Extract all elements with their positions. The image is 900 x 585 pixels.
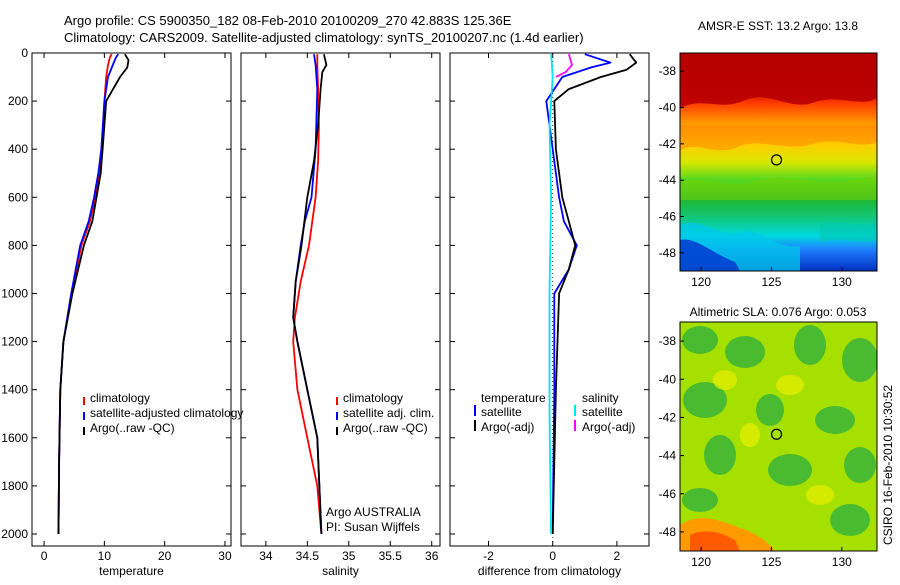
map-x-tick-label: 130 [832,555,852,569]
series-line-salinity-satellite [548,54,554,535]
series-line-salinity-argo-adj- [555,53,573,78]
series-line-climatology [292,54,323,535]
series-line-temperature-satellite [545,53,612,535]
legend-label-climatology: climatology [90,391,150,405]
sst-warm-region [680,53,877,108]
map-x-tick-label: 120 [691,555,711,569]
x-tick-label: 34 [259,549,273,563]
figure-title-line2: Climatology: CARS2009. Satellite-adjuste… [64,30,584,45]
salinity-legend: climatology satellite adj. clim. Argo(..… [336,391,434,435]
legend-label-climatology: climatology [343,391,403,405]
x-tick-label: 0 [549,549,556,563]
x-tick-label: 2 [614,549,621,563]
legend-label-temp-argo: Argo(-adj) [481,420,534,434]
series-line-temperature-argo-adj- [551,53,638,535]
sla-map-panel: Altimetric SLA: 0.076 Argo: 0.053 [659,305,878,569]
legend-label-satellite: satellite adj. clim. [343,406,434,420]
map-y-tick-label: -46 [659,487,677,501]
sla-map-title: Altimetric SLA: 0.076 Argo: 0.053 [690,305,867,319]
y-tick-label: 1000 [1,286,28,300]
pi-annotation: PI: Susan Wijffels [326,520,420,534]
map-x-tick-label: 120 [691,275,711,289]
x-tick-label: 0 [41,549,48,563]
x-tick-label: 34.5 [296,549,320,563]
temperature-frame [31,52,232,547]
sst-map-axes: 120 125 130 -38 -40 -42 -44 -46 -48 [659,64,852,289]
y-tick-label: 600 [8,190,28,204]
sst-map-frame [679,52,878,272]
institution-annotation: Argo AUSTRALIA [326,505,421,519]
legend-title-salinity: salinity [582,391,619,405]
legend-label-satellite: satellite-adjusted climatology [90,406,243,420]
sst-transition [680,176,877,200]
map-y-tick-label: -48 [659,246,677,260]
sla-strong-eddy [690,531,740,551]
sst-coldest-region [680,239,740,271]
y-tick-label: 0 [21,46,28,60]
sst-front [680,125,877,151]
map-y-tick-label: -38 [659,64,677,78]
map-y-tick-label: -48 [659,525,677,539]
sst-cool-patch [820,222,877,242]
x-tick-label: 35 [342,549,356,563]
argo-location-marker [770,428,783,440]
map-y-tick-label: -38 [659,334,677,348]
series-line-satellite-adjusted-climatology [57,53,119,535]
legend-label-temp-satellite: satellite [481,405,522,419]
x-tick-label: 36 [425,549,439,563]
y-tick-label: 1800 [1,479,28,493]
legend-label-argo: Argo(..raw -QC) [343,421,428,435]
difference-frame [449,52,650,547]
argo-location-marker [770,154,783,166]
sla-low-anomalies [682,325,877,536]
y-tick-label: 1600 [1,431,28,445]
salinity-xlabel: salinity [322,564,359,578]
sla-high-anomalies [713,370,834,505]
series-line-argo-raw-qc- [292,53,328,535]
legend-label-sal-argo: Argo(-adj) [582,420,635,434]
map-x-tick-label: 130 [832,275,852,289]
y-tick-label: 800 [8,238,28,252]
sst-map-title: AMSR-E SST: 13.2 Argo: 13.8 [698,19,858,33]
legend-label-argo: Argo(..raw -QC) [90,421,175,435]
difference-legend: temperature satellite Argo(-adj) salinit… [474,391,635,434]
difference-xlabel: difference from climatology [478,564,621,578]
x-tick-label: -2 [483,549,494,563]
map-x-tick-label: 125 [761,275,781,289]
temperature-panel: 0 10 20 30 0 200 400 600 800 1000 1200 1400 1600 1800… [1,46,232,578]
legend-label-sal-satellite: satellite [582,405,623,419]
series-line-argo-raw-qc- [57,53,130,535]
y-tick-label: 1400 [1,383,28,397]
x-tick-label: 10 [98,549,112,563]
map-y-tick-label: -46 [659,210,677,224]
legend-title-temperature: temperature [481,391,546,405]
map-y-tick-label: -40 [659,372,677,386]
temperature-legend: climatology satellite-adjusted climatolo… [83,391,243,435]
map-x-tick-label: 125 [761,555,781,569]
x-tick-label: 20 [158,549,172,563]
sla-map-frame [679,321,878,552]
map-y-tick-label: -42 [659,410,677,424]
y-tick-label: 200 [8,94,28,108]
salinity-frame [240,52,441,547]
temperature-xlabel: temperature [99,564,164,578]
y-tick-label: 1200 [1,335,28,349]
y-tick-label: 2000 [1,527,28,541]
sla-map-axes: 120 125 130 -38 -40 -42 -44 -46 -48 [659,334,852,569]
y-tick-label: 400 [8,142,28,156]
sst-map-panel: AMSR-E SST: 13.2 Argo: 13.8 120 125 130 -38… [659,19,878,289]
side-timestamp-label: CSIRO 16-Feb-2010 10:30:52 [881,385,895,545]
map-y-tick-label: -40 [659,101,677,115]
map-y-tick-label: -44 [659,449,677,463]
salinity-panel: 34 34.5 35 35.5 36 salinity [240,52,441,578]
x-tick-label: 35.5 [379,549,403,563]
x-tick-label: 30 [218,549,232,563]
map-y-tick-label: -44 [659,173,677,187]
map-y-tick-label: -42 [659,137,677,151]
figure-title-line1: Argo profile: CS 5900350_182 08-Feb-2010… [64,13,512,28]
